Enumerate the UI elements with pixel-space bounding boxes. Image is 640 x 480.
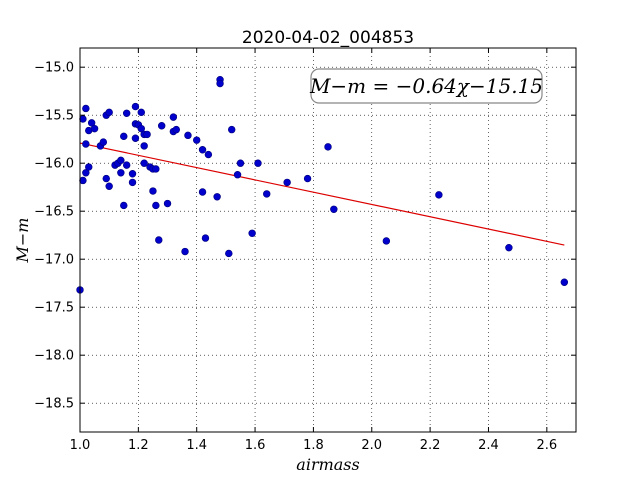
data-point	[117, 156, 125, 165]
data-point	[105, 182, 113, 190]
data-point	[283, 178, 291, 187]
fit-equation: M−m = −0.64χ−15.15	[309, 74, 543, 98]
data-point	[79, 176, 87, 185]
data-point	[82, 169, 90, 177]
data-point	[149, 187, 157, 195]
data-point	[85, 163, 93, 171]
data-point	[225, 249, 233, 258]
data-point	[87, 119, 96, 127]
data-point	[152, 201, 160, 210]
data-point	[128, 178, 137, 187]
x-tick-label: 2.0	[361, 438, 382, 453]
data-point	[120, 132, 128, 141]
data-point	[330, 205, 338, 213]
data-point	[82, 104, 90, 113]
x-tick-label: 1.0	[70, 438, 91, 453]
data-point	[263, 190, 271, 198]
x-tick-label: 2.4	[478, 438, 499, 453]
y-tick-label: −16.0	[34, 157, 74, 172]
y-tick-label: −15.5	[34, 109, 74, 124]
data-point	[201, 234, 210, 242]
data-point	[140, 142, 148, 150]
plot-frame	[79, 47, 577, 433]
fit-line	[79, 142, 565, 246]
fit-line-layer	[79, 142, 565, 246]
data-point	[128, 170, 137, 178]
data-points	[76, 75, 569, 294]
data-point	[131, 102, 140, 111]
grid	[79, 48, 576, 432]
data-point	[137, 124, 145, 133]
data-point	[99, 138, 108, 146]
data-point	[131, 134, 140, 142]
data-point	[79, 115, 87, 123]
data-point	[143, 130, 151, 139]
x-tick-label: 2.2	[420, 438, 441, 453]
data-point	[122, 109, 131, 117]
data-point	[120, 201, 128, 210]
data-point	[505, 243, 513, 252]
data-point	[216, 79, 224, 88]
data-point	[105, 108, 113, 117]
y-tick-label: −15.0	[34, 61, 74, 76]
x-tick-label: 1.6	[245, 438, 266, 453]
data-point	[303, 174, 312, 183]
data-point	[193, 136, 201, 144]
x-tick-label: 1.8	[303, 438, 324, 453]
data-point	[228, 125, 236, 134]
data-point	[122, 161, 131, 169]
y-tick-label: −18.0	[34, 349, 74, 364]
data-point	[137, 108, 145, 117]
data-point	[157, 122, 166, 130]
data-point	[236, 159, 245, 167]
x-tick-label: 2.6	[536, 438, 557, 453]
annotation-box: M−m = −0.64χ−15.15	[309, 68, 543, 104]
data-point	[140, 159, 148, 167]
x-tick-label: 1.4	[186, 438, 207, 453]
data-point	[198, 188, 207, 196]
x-axis-label: airmass	[296, 455, 359, 474]
y-tick-label: −16.5	[34, 205, 74, 220]
y-tick-label: −18.5	[34, 397, 74, 412]
data-point	[155, 236, 163, 244]
axis-ticks: 1.0 1.2 1.4 1.6 1.8 2.0 2.2 2.4 2.6 −15.0 −15.5 −16…	[34, 48, 576, 453]
data-point	[152, 165, 160, 173]
data-point	[204, 150, 213, 159]
data-point	[82, 140, 90, 148]
x-tick-label: 1.2	[128, 438, 149, 453]
data-point	[560, 278, 569, 286]
y-axis-label: M−m	[13, 218, 32, 264]
data-point	[184, 131, 192, 140]
y-tick-label: −17.0	[34, 253, 74, 268]
data-point	[382, 237, 391, 245]
data-point	[248, 229, 256, 237]
data-point	[254, 159, 262, 167]
data-point	[233, 171, 242, 179]
data-point	[117, 169, 125, 177]
data-point	[435, 191, 443, 199]
data-point	[172, 125, 180, 134]
data-point	[102, 174, 110, 183]
y-tick-label: −17.5	[34, 301, 74, 316]
annotation-frame	[310, 68, 543, 104]
data-point	[181, 247, 189, 256]
data-point	[90, 124, 99, 133]
data-point	[169, 113, 178, 121]
data-point	[198, 146, 207, 154]
chart-title: 2020-04-02_004853	[242, 28, 414, 48]
data-point	[324, 143, 332, 151]
data-point	[163, 199, 172, 208]
data-point	[213, 193, 221, 201]
